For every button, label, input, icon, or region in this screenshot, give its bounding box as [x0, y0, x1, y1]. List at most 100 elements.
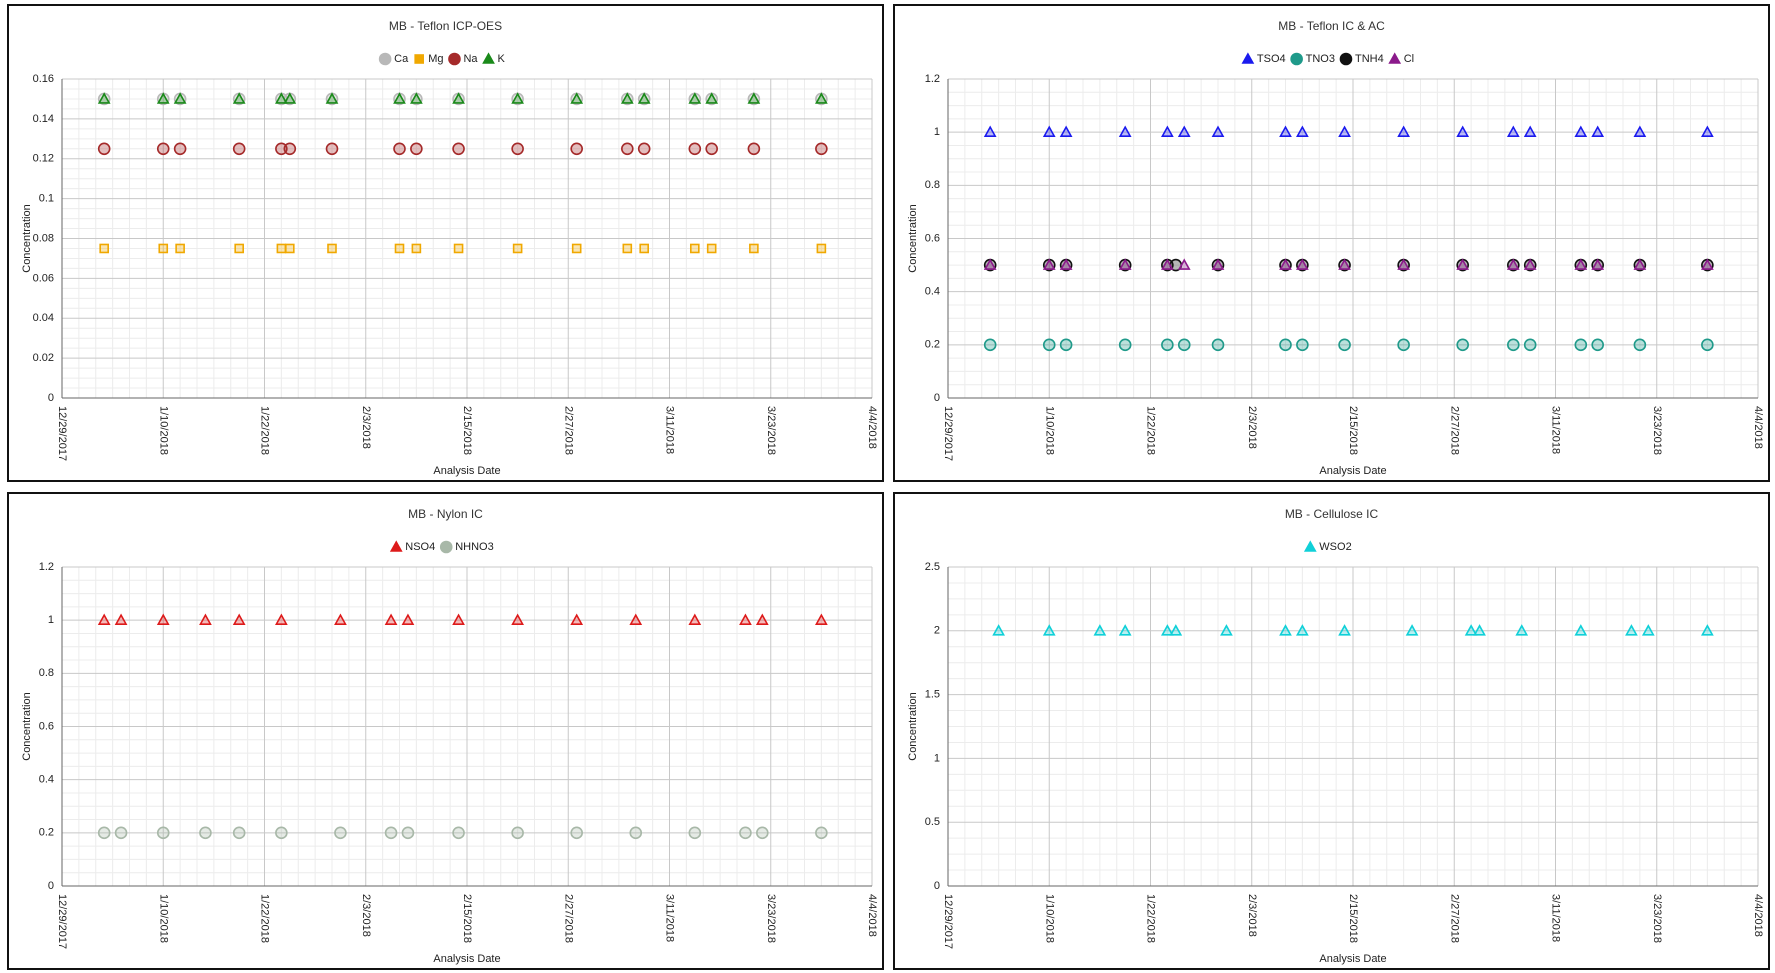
y-tick-label: 0.6	[39, 720, 54, 732]
legend-marker	[1388, 52, 1402, 64]
data-point	[199, 613, 212, 625]
data-point	[232, 826, 246, 840]
data-point	[452, 142, 465, 156]
data-point	[1059, 125, 1073, 137]
y-tick-label: 0.08	[33, 232, 54, 244]
chart-title: MB - Teflon IC & AC	[1278, 19, 1385, 33]
data-point	[1211, 258, 1225, 270]
y-tick-label: 0.1	[39, 193, 54, 205]
data-point	[1397, 258, 1410, 270]
data-point	[158, 243, 169, 254]
chart-panel: MB - Cellulose IC 0 0.5 1 1.5 2 2.5 12/29/2017 1…	[893, 492, 1770, 970]
x-tick-label: 1/22/2018	[259, 406, 271, 455]
data-point	[1279, 338, 1292, 352]
data-point	[1405, 624, 1419, 636]
data-point	[1279, 258, 1292, 270]
legend: TSO4 TNO3 TNH4 Cl	[1241, 52, 1414, 66]
data-point	[706, 243, 717, 254]
data-point	[511, 142, 524, 156]
y-tick-label: 0.12	[33, 153, 54, 165]
data-point	[739, 826, 752, 840]
y-tick-label: 0.6	[925, 232, 940, 244]
data-point	[1464, 624, 1478, 636]
data-point	[620, 92, 634, 104]
data-point	[1523, 125, 1537, 137]
y-tick-label: 0.8	[39, 667, 54, 679]
x-tick-label: 2/15/2018	[461, 406, 473, 455]
y-tick-label: 0	[48, 880, 54, 892]
x-tick-label: 4/4/2018	[1752, 406, 1764, 449]
data-point	[1633, 338, 1647, 352]
data-point	[156, 142, 170, 156]
x-tick-label: 2/3/2018	[1246, 406, 1258, 449]
y-tick-label: 0.8	[925, 179, 940, 191]
data-point	[1574, 624, 1588, 636]
data-point	[815, 826, 828, 840]
x-tick-label: 1/10/2018	[157, 406, 169, 455]
data-point	[637, 92, 651, 104]
data-point	[1279, 624, 1292, 636]
chart-title: MB - Teflon ICP-OES	[389, 19, 502, 33]
panel-border	[7, 4, 884, 482]
data-point	[384, 826, 398, 840]
data-point	[1093, 624, 1107, 636]
data-point	[393, 92, 406, 104]
x-tick-label: 4/4/2018	[1752, 894, 1764, 937]
data-point	[621, 142, 634, 156]
x-tick-label: 3/23/2018	[1651, 894, 1663, 943]
data-point	[1211, 125, 1225, 137]
data-point	[570, 142, 583, 156]
data-point	[173, 92, 187, 104]
data-point	[992, 624, 1005, 636]
data-point	[410, 92, 423, 104]
data-point	[1279, 125, 1292, 137]
data-point	[1574, 338, 1588, 352]
y-axis-title: Concentration	[907, 692, 919, 761]
data-point	[1296, 258, 1309, 270]
legend-marker	[414, 54, 424, 64]
data-point	[1338, 338, 1351, 352]
x-tick-label: 3/23/2018	[765, 406, 777, 455]
data-point	[739, 613, 752, 625]
y-tick-label: 0.14	[33, 113, 54, 125]
y-tick-label: 0.16	[33, 73, 54, 85]
legend-label: Cl	[1404, 53, 1414, 65]
data-point	[570, 92, 584, 104]
x-tick-label: 2/15/2018	[1347, 894, 1359, 943]
legend-marker	[439, 540, 453, 554]
data-point	[1169, 624, 1183, 636]
data-point	[629, 826, 643, 840]
data-point	[1118, 624, 1132, 636]
data-point	[1211, 338, 1225, 352]
data-point	[571, 243, 582, 254]
data-point	[1118, 338, 1132, 352]
data-point	[410, 142, 423, 156]
data-point	[688, 92, 702, 104]
data-point	[1701, 624, 1714, 636]
data-point	[756, 826, 769, 840]
data-point	[285, 243, 295, 254]
data-point	[275, 826, 288, 840]
x-axis-title: Analysis Date	[1319, 953, 1386, 965]
y-tick-label: 0.04	[33, 312, 54, 324]
data-point	[983, 338, 997, 352]
data-point	[275, 613, 288, 625]
data-point	[1296, 338, 1309, 352]
data-point	[747, 142, 761, 156]
data-point	[1515, 624, 1529, 636]
data-point	[1633, 125, 1647, 137]
data-point	[114, 613, 128, 625]
data-point	[688, 826, 702, 840]
data-point	[1397, 338, 1410, 352]
data-point	[688, 613, 702, 625]
data-point	[1507, 338, 1520, 352]
panel-border	[7, 492, 884, 970]
data-point	[815, 613, 828, 625]
x-tick-label: 3/11/2018	[1550, 406, 1562, 454]
data-point	[156, 826, 170, 840]
data-point	[705, 142, 718, 156]
legend-marker	[389, 540, 403, 552]
legend-marker	[1290, 52, 1303, 66]
y-tick-label: 0	[934, 392, 940, 404]
